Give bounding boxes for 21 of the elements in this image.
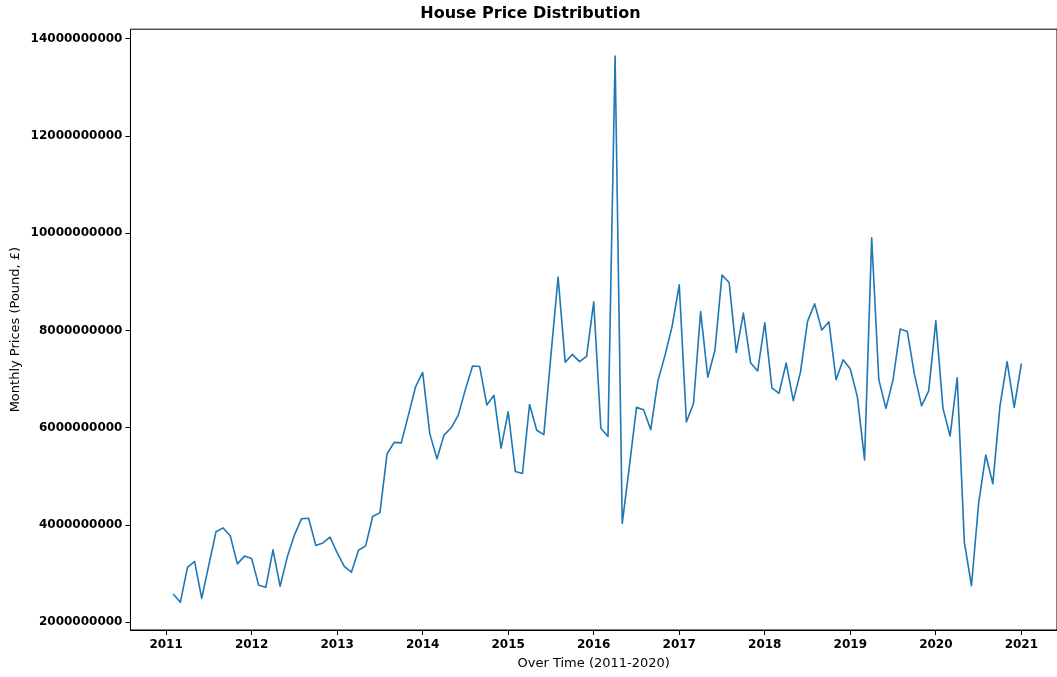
- x-tick-label: 2012: [234, 637, 269, 652]
- x-tick-label: 2019: [833, 637, 868, 652]
- chart-title: House Price Distribution: [420, 2, 641, 22]
- x-tick-label: 2018: [748, 637, 782, 652]
- x-tick-label: 2015: [491, 637, 525, 652]
- x-tick-label: 2016: [577, 637, 611, 652]
- y-tick-label: 14000000000: [30, 31, 123, 46]
- x-tick-label: 2011: [149, 637, 183, 652]
- x-tick-label: 2020: [919, 637, 953, 652]
- y-tick-label: 2000000000: [38, 614, 123, 629]
- y-tick-label: 8000000000: [38, 322, 123, 337]
- x-tick-label: 2014: [405, 637, 440, 652]
- y-axis-title: Monthly Prices (Pound, £): [7, 246, 23, 413]
- y-tick-label: 12000000000: [30, 128, 123, 143]
- y-tick-label: 6000000000: [38, 419, 123, 434]
- y-tick-label: 4000000000: [38, 517, 123, 532]
- x-tick-label: 2013: [320, 637, 354, 652]
- y-tick-label: 10000000000: [30, 225, 123, 240]
- x-tick-label: 2017: [662, 637, 696, 652]
- x-axis-title: Over Time (2011-2020): [517, 654, 670, 670]
- x-tick-label: 2021: [1004, 637, 1039, 652]
